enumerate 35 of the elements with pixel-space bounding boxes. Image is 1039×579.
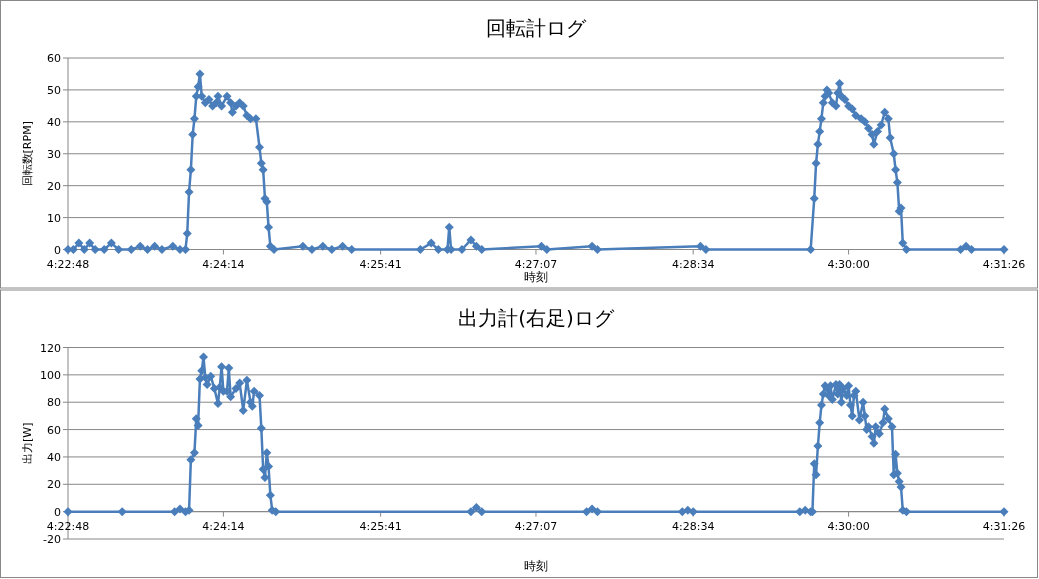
- x-tick-label: 4:30:00: [827, 519, 870, 533]
- y-tick-label: 50: [47, 83, 61, 97]
- x-tick-label: 4:24:14: [202, 257, 245, 271]
- y-tick-label: 10: [47, 211, 61, 225]
- y-tick-label: 120: [40, 341, 61, 355]
- y-tick-label: -20: [43, 533, 61, 546]
- x-tick-label: 4:28:34: [671, 519, 715, 533]
- x-tick-label: 4:28:34: [671, 257, 715, 271]
- x-axis-title: 時刻: [524, 559, 548, 573]
- y-tick-label: 40: [47, 450, 61, 464]
- y-axis-title: 出力[W]: [21, 422, 34, 464]
- x-tick-label: 4:25:41: [359, 257, 402, 271]
- x-tick-label: 4:27:07: [514, 519, 558, 533]
- chart-title: 出力計(右足)ログ: [458, 305, 615, 330]
- y-tick-label: 0: [54, 505, 61, 519]
- x-tick-label: 4:22:48: [46, 519, 90, 533]
- x-tick-label: 4:24:14: [202, 519, 245, 533]
- x-tick-label: 4:27:07: [514, 257, 558, 271]
- y-tick-label: 40: [47, 115, 61, 129]
- y-tick-label: 0: [54, 243, 61, 257]
- y-tick-label: 100: [40, 368, 61, 382]
- y-tick-label: 60: [47, 423, 61, 437]
- y-tick-label: 80: [47, 396, 61, 410]
- x-tick-label: 4:22:48: [46, 257, 90, 271]
- y-tick-label: 60: [47, 52, 61, 65]
- y-tick-label: 30: [47, 147, 61, 161]
- chart-title: 回転計ログ: [486, 16, 587, 40]
- x-axis-title: 時刻: [524, 269, 548, 284]
- y-axis-title: 回転数[RPM]: [21, 121, 34, 187]
- x-tick-label: 4:31:26: [982, 257, 1026, 271]
- y-tick-label: 20: [47, 478, 61, 492]
- x-tick-label: 4:31:26: [982, 519, 1026, 533]
- x-tick-label: 4:30:00: [827, 257, 870, 271]
- x-tick-label: 4:25:41: [359, 519, 402, 533]
- y-tick-label: 20: [47, 179, 61, 193]
